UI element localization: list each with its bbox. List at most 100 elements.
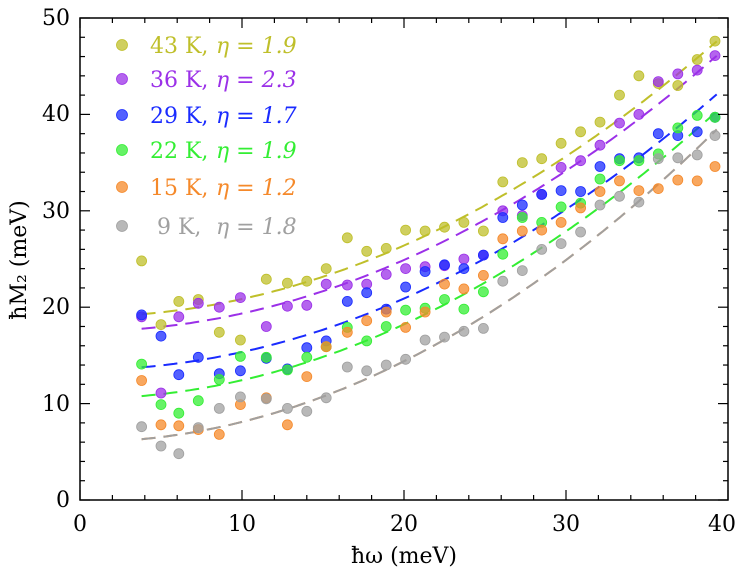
data-point [497,233,509,245]
data-point [516,212,528,223]
data-point [614,190,625,202]
data-point [614,117,625,129]
data-point [458,303,470,315]
data-point [155,387,167,399]
data-points [136,35,721,460]
legend-marker [116,144,128,156]
data-point [575,226,586,238]
data-point [136,375,148,386]
data-point [155,399,167,411]
data-point [555,185,567,197]
data-point [234,350,246,362]
data-point [497,248,509,260]
data-point [536,224,548,236]
data-point [234,292,246,304]
data-point [458,216,470,228]
data-point [516,225,528,237]
data-point [439,221,450,233]
y-tick-label: 40 [42,102,70,127]
data-point [301,342,313,354]
data-point [192,351,204,363]
data-point [709,130,721,142]
data-point [497,275,509,287]
data-point [633,196,645,208]
data-point [136,255,148,267]
data-point [361,245,373,257]
data-point [301,405,313,417]
data-point [400,281,412,293]
y-tick-labels: 0 10 20 30 40 50 [42,6,70,513]
data-point [477,322,489,334]
data-point [419,334,431,346]
data-point [439,294,450,305]
data-point [192,297,204,309]
legend-temp: 36 K, [150,68,208,93]
data-point [633,70,645,82]
data-point [419,306,431,318]
data-point [400,263,412,275]
data-point [400,353,412,365]
fit-curve [141,128,718,441]
data-point [614,155,625,167]
x-tick-label: 20 [390,512,418,537]
data-point [536,153,548,165]
data-point [575,126,586,138]
y-tick-label: 50 [42,6,70,31]
data-point [380,306,392,318]
data-point [341,361,353,373]
data-point [301,299,313,311]
data-point [594,139,606,151]
data-point [691,110,703,121]
axis-ticks [79,17,729,501]
legend: 43 K, η = 1.9 36 K, η = 2.3 29 K, η = 1.… [116,34,297,240]
data-point [173,311,185,323]
data-point [260,273,272,285]
legend-entry: 9 K, η = 1.8 [116,215,297,240]
data-point [672,174,684,186]
data-point [516,157,528,169]
data-point [281,300,293,312]
data-point [361,365,373,377]
data-point [234,334,246,346]
legend-temp: 43 K, [150,34,208,59]
data-point [155,419,167,431]
legend-marker [116,109,128,121]
legend-eta: η = 1.9 [216,34,297,59]
data-point [458,263,470,275]
data-point [633,185,645,197]
data-point [672,68,684,80]
data-point [380,268,392,280]
data-point [400,321,412,333]
fit-curve [141,55,718,330]
legend-entry: 36 K, η = 2.3 [116,68,297,93]
data-point [260,321,272,332]
data-point [672,152,684,164]
data-point [173,369,185,381]
data-point [136,358,148,370]
data-point [173,295,185,307]
data-point [633,109,645,120]
fit-curves [141,40,718,441]
x-axis-label: ħω (meV) [351,544,457,569]
legend-entry: 29 K, η = 1.7 [116,104,297,129]
data-point [691,175,703,187]
y-axis-label: ħM₂ (meV) [7,200,32,319]
legend-temp: 9 K, [150,215,201,240]
data-point [400,224,412,236]
x-tick-label: 40 [708,512,736,537]
data-point [320,263,332,275]
data-point [234,391,246,403]
data-point [594,186,606,197]
data-point [652,183,664,195]
x-tick-label: 0 [73,512,87,537]
data-point [213,301,225,313]
data-point [260,393,272,405]
data-point [439,331,450,343]
legend-eta: η = 1.2 [216,176,297,201]
data-point [173,420,185,432]
data-point [516,199,528,211]
data-point [213,374,225,385]
data-point [320,341,332,353]
x-tick-label: 10 [228,512,256,537]
legend-eta: η = 1.9 [216,139,297,164]
